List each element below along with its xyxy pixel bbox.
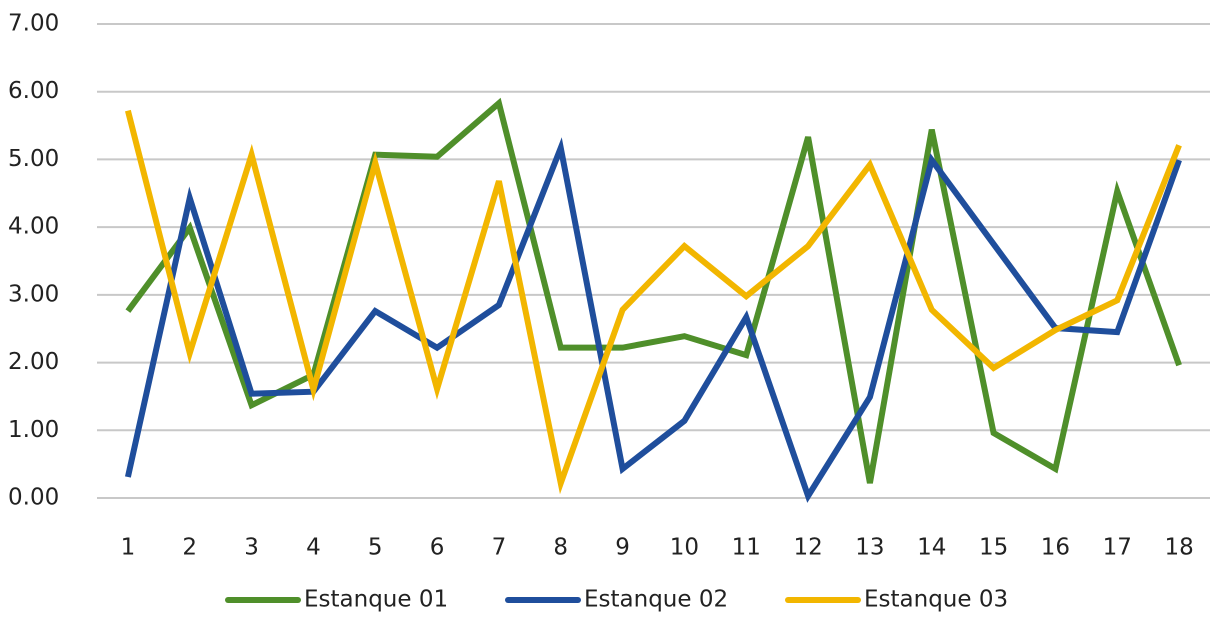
x-tick-label: 17 <box>1103 535 1132 561</box>
x-tick-label: 16 <box>1041 535 1070 561</box>
y-tick-label: 5.00 <box>8 146 59 172</box>
x-tick-label: 11 <box>732 535 761 561</box>
y-tick-label: 4.00 <box>8 214 59 240</box>
y-tick-label: 2.00 <box>8 349 59 375</box>
x-tick-label: 14 <box>917 535 946 561</box>
series-line <box>124 137 1182 503</box>
x-tick-label: 15 <box>979 535 1008 561</box>
y-tick-label: 7.00 <box>8 11 59 37</box>
x-tick-label: 6 <box>430 535 445 561</box>
x-tick-label: 4 <box>306 535 321 561</box>
y-tick-label: 0.00 <box>8 485 59 511</box>
x-tick-label: 9 <box>615 535 630 561</box>
y-tick-label: 6.00 <box>8 78 59 104</box>
y-tick-label: 3.00 <box>8 281 59 307</box>
x-tick-label: 5 <box>368 535 383 561</box>
legend-label: Estanque 01 <box>304 587 448 613</box>
x-tick-label: 12 <box>793 535 822 561</box>
x-tick-label: 8 <box>553 535 568 561</box>
x-tick-label: 7 <box>492 535 507 561</box>
legend-label: Estanque 03 <box>864 587 1008 613</box>
legend-label: Estanque 02 <box>584 587 728 613</box>
x-tick-label: 2 <box>182 535 197 561</box>
x-tick-label: 3 <box>244 535 259 561</box>
x-tick-label: 18 <box>1164 535 1193 561</box>
x-tick-label: 10 <box>670 535 699 561</box>
y-tick-label: 1.00 <box>8 417 59 443</box>
series-line <box>125 109 1182 495</box>
x-tick-label: 1 <box>121 535 136 561</box>
series-line <box>125 97 1182 484</box>
x-tick-label: 13 <box>855 535 884 561</box>
